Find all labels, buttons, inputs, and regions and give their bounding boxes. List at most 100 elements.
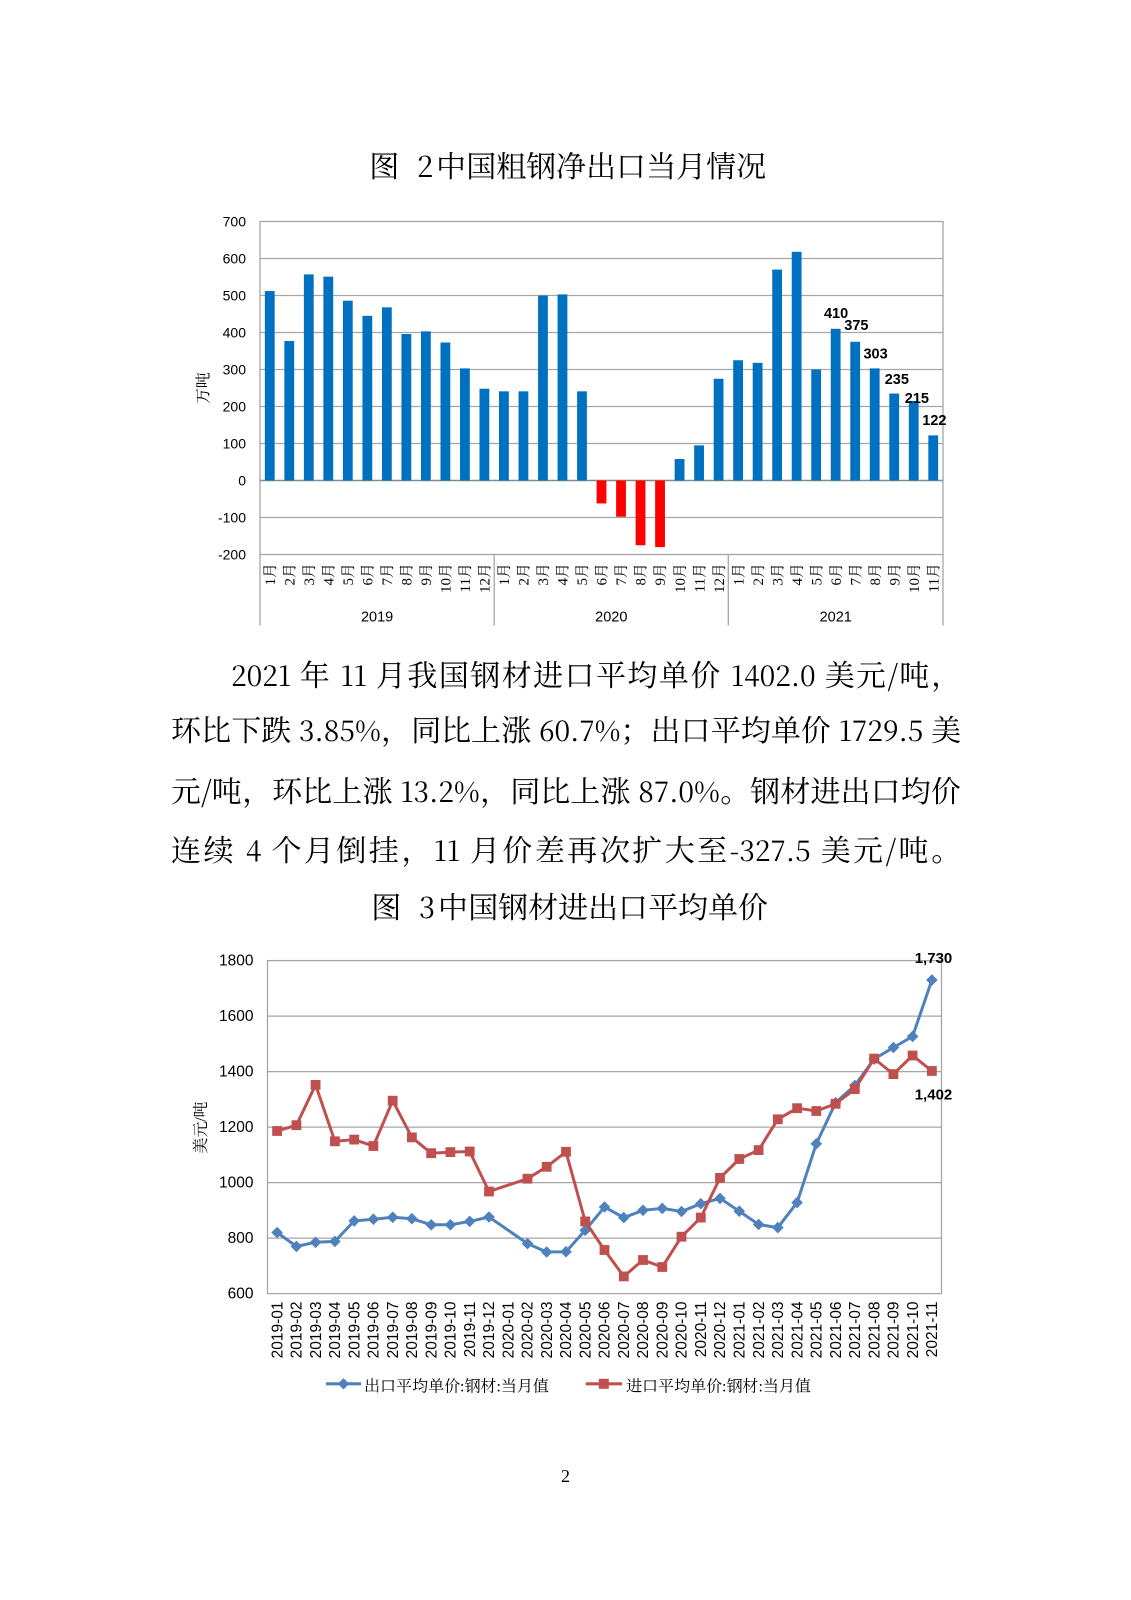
svg-text:2019-06: 2019-06 <box>366 1302 383 1359</box>
svg-text:2019-01: 2019-01 <box>269 1302 286 1359</box>
svg-text:2019-03: 2019-03 <box>308 1302 325 1359</box>
svg-text:1000: 1000 <box>219 1175 254 1192</box>
svg-text:1月: 1月 <box>731 563 747 586</box>
svg-text:1,402: 1,402 <box>915 1087 953 1104</box>
svg-text:2021-03: 2021-03 <box>770 1302 787 1359</box>
svg-text:2020-09: 2020-09 <box>655 1302 672 1359</box>
svg-text:200: 200 <box>223 399 247 415</box>
svg-text:10月: 10月 <box>907 563 923 593</box>
svg-text:2020-05: 2020-05 <box>577 1302 594 1359</box>
svg-text:300: 300 <box>223 362 247 378</box>
svg-text:美元/吨: 美元/吨 <box>192 1101 210 1153</box>
svg-text:9月: 9月 <box>887 563 903 586</box>
svg-text:2021-04: 2021-04 <box>789 1301 806 1358</box>
svg-text:2019-08: 2019-08 <box>404 1302 421 1359</box>
svg-text:3月: 3月 <box>536 563 552 586</box>
svg-text:2021-09: 2021-09 <box>886 1302 903 1359</box>
svg-text:2019-05: 2019-05 <box>346 1302 363 1359</box>
svg-text:5月: 5月 <box>341 563 357 586</box>
svg-text:6月: 6月 <box>595 563 611 586</box>
svg-text:2020-04: 2020-04 <box>558 1301 575 1358</box>
svg-text:2月: 2月 <box>517 563 533 586</box>
svg-text:6月: 6月 <box>829 563 845 586</box>
svg-text:7月: 7月 <box>380 563 396 586</box>
svg-text:8月: 8月 <box>868 563 884 586</box>
svg-text:2019-10: 2019-10 <box>443 1301 460 1358</box>
svg-text:11月: 11月 <box>926 563 942 592</box>
svg-text:375: 375 <box>844 318 868 334</box>
svg-text:2020-02: 2020-02 <box>520 1302 537 1359</box>
svg-text:11月: 11月 <box>458 563 474 592</box>
svg-text:2021-05: 2021-05 <box>809 1302 826 1359</box>
svg-text:2019-07: 2019-07 <box>385 1302 402 1359</box>
svg-text:1800: 1800 <box>219 953 254 970</box>
svg-text:2019-12: 2019-12 <box>481 1302 498 1359</box>
svg-text:5月: 5月 <box>809 563 825 586</box>
svg-text:出口平均单价:钢材:当月值: 出口平均单价:钢材:当月值 <box>364 1378 550 1396</box>
svg-text:2020-03: 2020-03 <box>539 1302 556 1359</box>
svg-text:10月: 10月 <box>439 563 455 593</box>
svg-text:0: 0 <box>238 473 246 489</box>
svg-text:2020-12: 2020-12 <box>712 1302 729 1359</box>
svg-text:4月: 4月 <box>556 563 572 586</box>
svg-text:-200: -200 <box>218 547 246 563</box>
svg-text:3月: 3月 <box>770 563 786 586</box>
svg-text:2021-08: 2021-08 <box>866 1302 883 1359</box>
svg-text:2019-11: 2019-11 <box>462 1302 479 1358</box>
svg-text:1600: 1600 <box>219 1008 254 1025</box>
svg-text:600: 600 <box>223 251 247 267</box>
svg-text:2019: 2019 <box>361 610 393 626</box>
svg-text:2021-06: 2021-06 <box>828 1302 845 1359</box>
svg-text:8月: 8月 <box>400 563 416 586</box>
svg-text:7月: 7月 <box>614 563 630 586</box>
svg-text:万吨: 万吨 <box>196 372 213 404</box>
svg-text:2019-04: 2019-04 <box>327 1301 344 1358</box>
svg-text:1200: 1200 <box>219 1119 254 1136</box>
svg-text:1月: 1月 <box>497 563 513 586</box>
svg-text:2021-10: 2021-10 <box>905 1301 922 1358</box>
svg-text:6月: 6月 <box>361 563 377 586</box>
svg-text:12月: 12月 <box>712 563 728 593</box>
svg-text:5月: 5月 <box>575 563 591 586</box>
svg-text:进口平均单价:钢材:当月值: 进口平均单价:钢材:当月值 <box>626 1378 812 1396</box>
svg-text:122: 122 <box>922 413 946 429</box>
svg-text:2020-08: 2020-08 <box>635 1302 652 1359</box>
svg-text:410: 410 <box>824 306 848 322</box>
svg-text:2021-02: 2021-02 <box>751 1302 768 1359</box>
svg-text:1,730: 1,730 <box>915 950 953 967</box>
svg-text:2021-01: 2021-01 <box>732 1302 749 1359</box>
svg-text:9月: 9月 <box>419 563 435 586</box>
svg-text:4月: 4月 <box>790 563 806 586</box>
svg-text:9月: 9月 <box>653 563 669 586</box>
svg-text:2020: 2020 <box>595 610 627 626</box>
svg-text:800: 800 <box>228 1230 254 1247</box>
svg-text:2019-02: 2019-02 <box>289 1302 306 1359</box>
svg-text:235: 235 <box>885 372 909 388</box>
svg-text:2月: 2月 <box>751 563 767 586</box>
svg-text:1400: 1400 <box>219 1064 254 1081</box>
svg-text:2021-11: 2021-11 <box>924 1302 941 1358</box>
svg-text:2021: 2021 <box>820 610 852 626</box>
svg-text:12月: 12月 <box>478 563 494 593</box>
svg-text:10月: 10月 <box>673 563 689 593</box>
svg-text:100: 100 <box>223 436 247 452</box>
svg-text:2020-10: 2020-10 <box>674 1301 691 1358</box>
svg-text:2021-07: 2021-07 <box>847 1302 864 1359</box>
svg-text:600: 600 <box>228 1286 254 1303</box>
svg-text:2月: 2月 <box>283 563 299 586</box>
svg-text:4月: 4月 <box>322 563 338 586</box>
svg-text:400: 400 <box>223 325 247 341</box>
svg-text:215: 215 <box>905 391 929 407</box>
svg-text:2020-11: 2020-11 <box>693 1302 710 1358</box>
svg-text:700: 700 <box>223 214 247 230</box>
svg-text:-100: -100 <box>218 510 246 526</box>
svg-text:7月: 7月 <box>848 563 864 586</box>
svg-text:2020-01: 2020-01 <box>500 1302 517 1359</box>
svg-text:2019-09: 2019-09 <box>423 1302 440 1359</box>
svg-text:2020-06: 2020-06 <box>597 1302 614 1359</box>
svg-text:2020-07: 2020-07 <box>616 1302 633 1359</box>
svg-text:303: 303 <box>863 347 887 363</box>
svg-text:8月: 8月 <box>634 563 650 586</box>
svg-text:11月: 11月 <box>692 563 708 592</box>
svg-text:500: 500 <box>223 288 247 304</box>
